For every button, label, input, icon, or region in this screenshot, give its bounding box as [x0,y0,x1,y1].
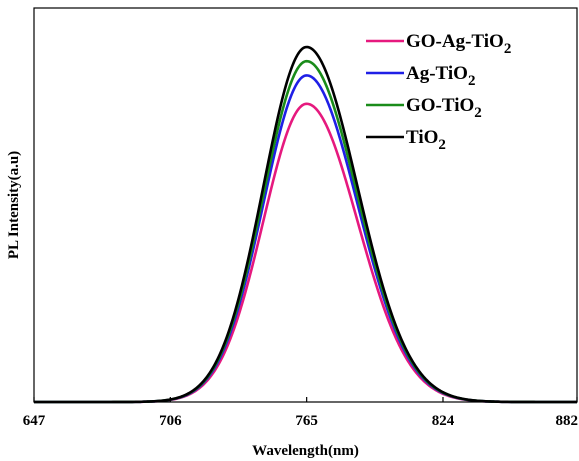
series-curves [34,45,577,404]
x-tick-label-2: 765 [295,413,318,429]
x-tick-label-4: 882 [556,413,579,429]
series-line-0 [34,102,577,404]
x-tick-label-0: 647 [23,413,46,429]
plot-frame [33,7,578,403]
legend: GO-Ag-TiO2 Ag-TiO2 GO-TiO2 TiO2 [366,31,511,153]
x-tick-label-3: 824 [432,413,455,429]
y-axis-title: PL Intensity(a.u) [6,151,22,259]
series-line-2 [34,59,577,404]
legend-label-3: TiO2 [406,127,446,153]
legend-label-1: Ag-TiO2 [406,63,475,89]
x-tick-label-1: 706 [159,413,182,429]
series-line-1 [34,74,577,404]
series-line-3 [34,45,577,404]
legend-label-0: GO-Ag-TiO2 [406,31,511,57]
x-axis-title: Wavelength(nm) [252,443,359,459]
legend-label-2: GO-TiO2 [406,95,482,121]
x-axis-ticks: 647 706 765 824 882 [23,397,578,429]
